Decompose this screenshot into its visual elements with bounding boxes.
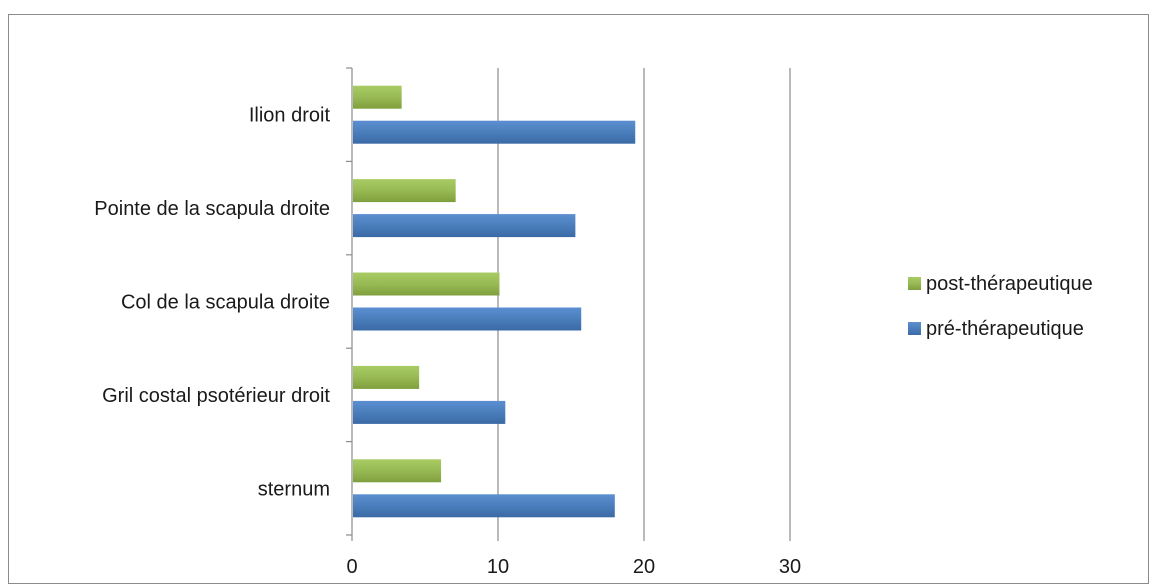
bar-post-4 — [353, 85, 402, 109]
category-label: Col de la scapula droite — [121, 292, 330, 314]
legend-label: post-thérapeutique — [926, 273, 1093, 295]
bar-pre-3 — [353, 214, 576, 238]
bar-post-3 — [353, 179, 456, 203]
bar-post-2 — [353, 272, 500, 296]
bars — [353, 85, 636, 518]
bar-post-0 — [353, 459, 442, 483]
x-tick-label: 20 — [633, 556, 655, 578]
bar-pre-1 — [353, 400, 506, 424]
legend-label: pré-thérapeutique — [926, 318, 1084, 340]
category-label: Pointe de la scapula droite — [94, 198, 330, 220]
category-label: Gril costal psotérieur droit — [102, 385, 330, 407]
bar-pre-0 — [353, 494, 615, 518]
labels: sternum Gril costal psotérieur droit Col d… — [94, 105, 801, 578]
x-tick-label: 10 — [487, 556, 509, 578]
bar-pre-2 — [353, 307, 582, 331]
bar-pre-4 — [353, 120, 636, 144]
legend-swatch — [908, 322, 921, 335]
legend-swatch — [908, 277, 921, 290]
x-tick-label: 30 — [779, 556, 801, 578]
bar-post-1 — [353, 365, 420, 389]
gridlines — [497, 68, 791, 535]
axes — [346, 67, 791, 541]
x-tick-label: 0 — [346, 556, 357, 578]
legend: post-thérapeutique pré-thérapeutique — [908, 273, 1093, 340]
category-label: Ilion droit — [249, 105, 331, 127]
category-label: sternum — [258, 478, 330, 500]
chart-frame — [8, 14, 1149, 584]
